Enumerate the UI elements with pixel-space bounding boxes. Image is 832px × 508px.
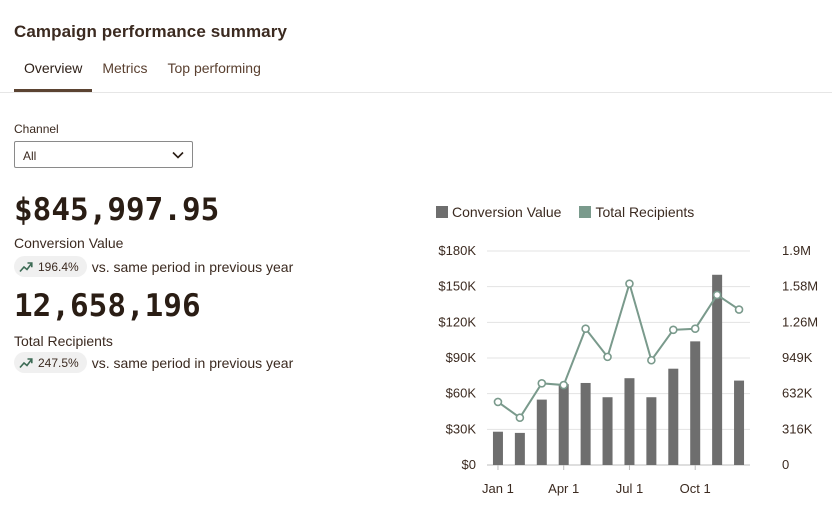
bar xyxy=(624,378,635,465)
bar xyxy=(646,397,657,465)
comparison-text: vs. same period in previous year xyxy=(91,258,294,275)
y-axis-left-tick: $30K xyxy=(446,421,477,436)
y-axis-right-tick: 0 xyxy=(782,457,789,472)
comparison-text: vs. same period in previous year xyxy=(91,354,294,371)
chart-legend: Conversion Value Total Recipients xyxy=(436,204,712,220)
bar xyxy=(690,341,701,465)
x-axis-tick: Apr 1 xyxy=(548,481,579,496)
change-percent: 247.5% xyxy=(38,355,79,370)
conversion-value-kpi: $845,997.95 xyxy=(14,192,220,228)
change-badge: 196.4% xyxy=(14,256,87,277)
tab-metrics[interactable]: Metrics xyxy=(102,60,148,76)
line-point xyxy=(668,325,678,335)
line-point xyxy=(559,380,569,390)
bar xyxy=(514,432,525,465)
legend-item-total-recipients[interactable]: Total Recipients xyxy=(579,204,694,220)
line-point xyxy=(537,379,547,388)
tab-bar: Overview Metrics Top performing xyxy=(14,56,271,93)
series-line-total-recipients xyxy=(497,280,740,420)
bar xyxy=(536,399,547,465)
bar xyxy=(492,431,503,465)
y-axis-left-tick: $60K xyxy=(446,386,477,401)
y-axis-right-tick: 949K xyxy=(782,350,813,365)
x-axis-tick: Oct 1 xyxy=(680,481,711,496)
y-axis-right-tick: 316K xyxy=(782,421,813,436)
legend-swatch-bar xyxy=(436,206,448,218)
total-recipients-label: Total Recipients xyxy=(14,333,113,349)
y-axis-right-tick: 632K xyxy=(782,386,813,401)
legend-label: Conversion Value xyxy=(452,204,562,220)
bar xyxy=(668,368,679,465)
line-point xyxy=(690,324,700,334)
y-axis-right-tick: 1.9M xyxy=(782,243,811,258)
channel-filter-label: Channel xyxy=(14,122,59,136)
legend-swatch-line xyxy=(579,206,592,218)
legend-label: Total Recipients xyxy=(595,204,695,220)
channel-dropdown[interactable]: All xyxy=(14,141,193,168)
combo-chart: $0 0 $30K 316K $60K 632K $90K 949K $120K 1.26M $15… xyxy=(438,243,818,496)
x-axis-tick: Jan 1 xyxy=(482,481,514,496)
total-recipients-comparison: 247.5% vs. same period in previous year xyxy=(14,352,293,373)
trending-up-icon xyxy=(19,357,33,368)
y-axis-right-tick: 1.26M xyxy=(782,314,818,329)
channel-dropdown-value: All xyxy=(23,149,37,163)
legend-item-conversion-value[interactable]: Conversion Value xyxy=(436,204,561,220)
y-axis-left-tick: $120K xyxy=(438,314,476,329)
bar xyxy=(712,274,723,465)
line-point xyxy=(712,290,722,300)
tab-top-performing[interactable]: Top performing xyxy=(167,60,261,76)
tab-overview[interactable]: Overview xyxy=(14,56,93,92)
change-percent: 196.4% xyxy=(38,259,79,274)
change-badge: 247.5% xyxy=(14,352,87,373)
y-axis-right-tick: 1.58M xyxy=(782,279,818,294)
line-point xyxy=(625,279,634,288)
bar xyxy=(580,382,591,465)
y-axis-left-tick: $180K xyxy=(438,243,476,258)
y-axis-left-tick: $0 xyxy=(462,457,476,472)
line-point xyxy=(515,413,525,422)
bar xyxy=(558,384,569,465)
page-title: Campaign performance summary xyxy=(14,22,287,41)
conversion-value-label: Conversion Value xyxy=(14,235,124,251)
y-axis-left-tick: $150K xyxy=(438,279,476,294)
line-point xyxy=(647,355,656,365)
total-recipients-kpi: 12,658,196 xyxy=(14,288,201,324)
line-point xyxy=(734,305,744,314)
bar xyxy=(602,397,613,465)
tabs-divider xyxy=(0,92,832,93)
line-point xyxy=(603,352,612,362)
x-axis-tick: Jul 1 xyxy=(616,481,643,496)
trending-up-icon xyxy=(19,261,33,272)
chevron-down-icon xyxy=(172,151,184,159)
y-axis-left-tick: $90K xyxy=(446,350,477,365)
bar xyxy=(734,380,745,465)
line-point xyxy=(581,324,590,334)
conversion-value-comparison: 196.4% vs. same period in previous year xyxy=(14,256,293,277)
line-point xyxy=(493,397,503,407)
